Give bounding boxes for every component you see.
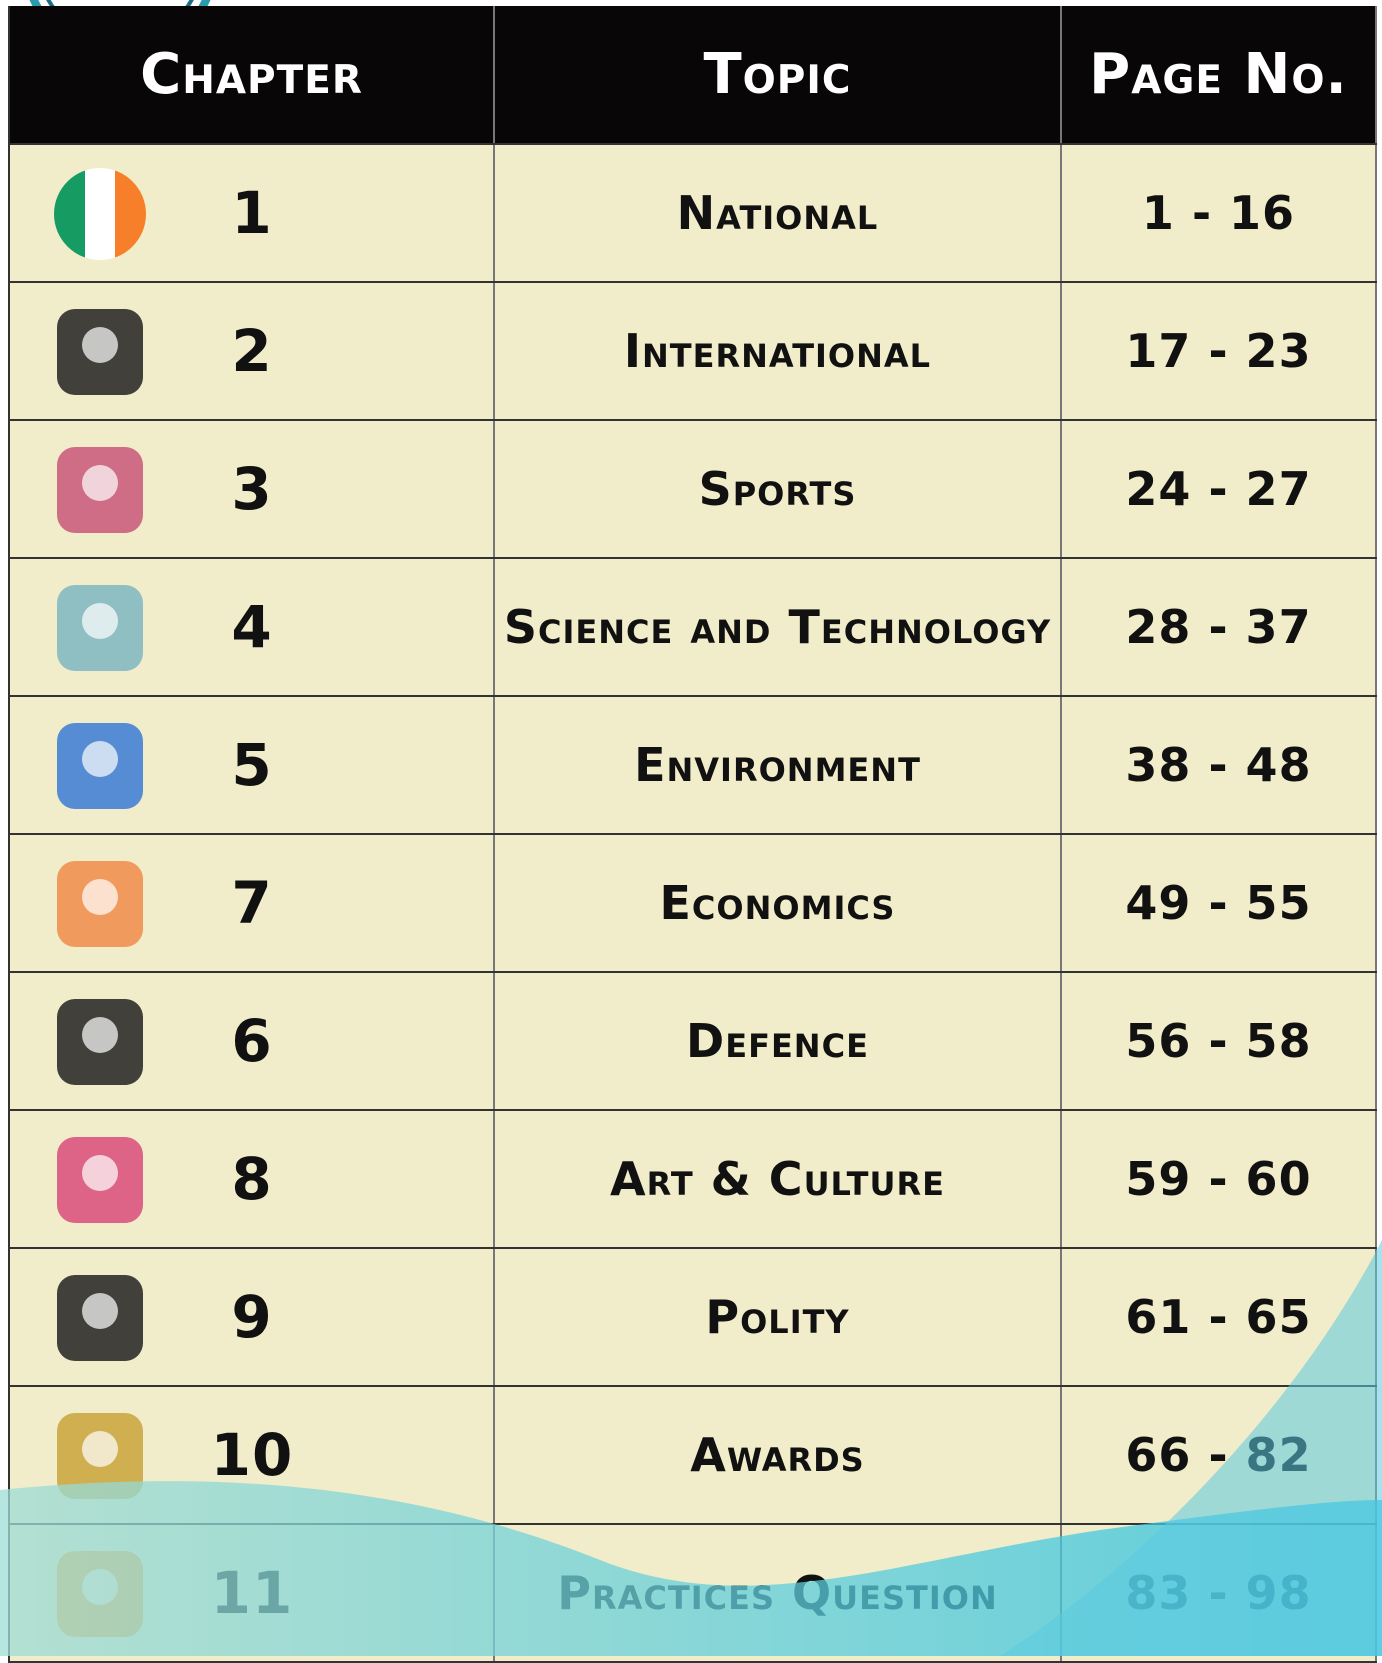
page-range-cell: 61 - 65 [1062,1249,1377,1385]
topic-cell: Sports [495,421,1062,557]
chapter-cell: 1 [8,145,495,281]
chapter-icon [45,711,155,821]
topic-cell: Economics [495,835,1062,971]
chapter-cell: 11 [8,1525,495,1661]
topic-cell: Practices Question [495,1525,1062,1661]
page-range-cell: 49 - 55 [1062,835,1377,971]
chapter-icon [45,1263,155,1373]
page-range-cell: 17 - 23 [1062,283,1377,419]
page: Contents {"table":{"header":["Chapter","… [0,0,1382,1656]
chapter-icon [45,435,155,545]
chapter-icon [45,297,155,407]
chapter-number: 7 [210,869,294,937]
chapter-number: 9 [210,1283,294,1351]
chapter-cell: 10 [8,1387,495,1523]
chapter-cell: 5 [8,697,495,833]
page-body: Chapter Topic Page No. 1 National1 - 16 2 I… [0,0,1382,1656]
page-range-cell: 56 - 58 [1062,973,1377,1109]
chapter-number: 6 [210,1007,294,1075]
chapter-number: 11 [210,1559,294,1627]
topic-cell: Awards [495,1387,1062,1523]
chapter-number: 5 [210,731,294,799]
chapter-icon [45,159,155,269]
header-cell: Topic [495,6,1062,143]
chapter-icon [45,1539,155,1649]
chapter-cell: 9 [8,1249,495,1385]
chapter-number: 10 [210,1421,294,1489]
chapter-number: 2 [210,317,294,385]
page-range-cell: 66 - 82 [1062,1387,1377,1523]
chapter-number: 4 [210,593,294,661]
chapter-cell: 4 [8,559,495,695]
chapter-cell: 3 [8,421,495,557]
chapter-number: 8 [210,1145,294,1213]
chapter-icon [45,1401,155,1511]
chapter-cell: 6 [8,973,495,1109]
topic-cell: Defence [495,973,1062,1109]
page-range-cell: 1 - 16 [1062,145,1377,281]
topic-cell: Polity [495,1249,1062,1385]
topic-cell: Art & Culture [495,1111,1062,1247]
topic-cell: Environment [495,697,1062,833]
chapter-cell: 7 [8,835,495,971]
header-cell: Chapter [8,6,495,143]
page-range-cell: 59 - 60 [1062,1111,1377,1247]
header-cell: Page No. [1062,6,1377,143]
page-range-cell: 38 - 48 [1062,697,1377,833]
topic-cell: National [495,145,1062,281]
page-range-cell: 83 - 98 [1062,1525,1377,1661]
chapter-icon [45,849,155,959]
chapter-cell: 2 [8,283,495,419]
page-range-cell: 28 - 37 [1062,559,1377,695]
chapter-icon [45,987,155,1097]
chapter-number: 1 [210,179,294,247]
chapter-number: 3 [210,455,294,523]
topic-cell: Science and Technology [495,559,1062,695]
chapter-icon [45,1125,155,1235]
chapter-icon [45,573,155,683]
topic-cell: International [495,283,1062,419]
header-row: Chapter Topic Page No. [8,6,1377,145]
page-range-cell: 24 - 27 [1062,421,1377,557]
chapter-cell: 8 [8,1111,495,1247]
